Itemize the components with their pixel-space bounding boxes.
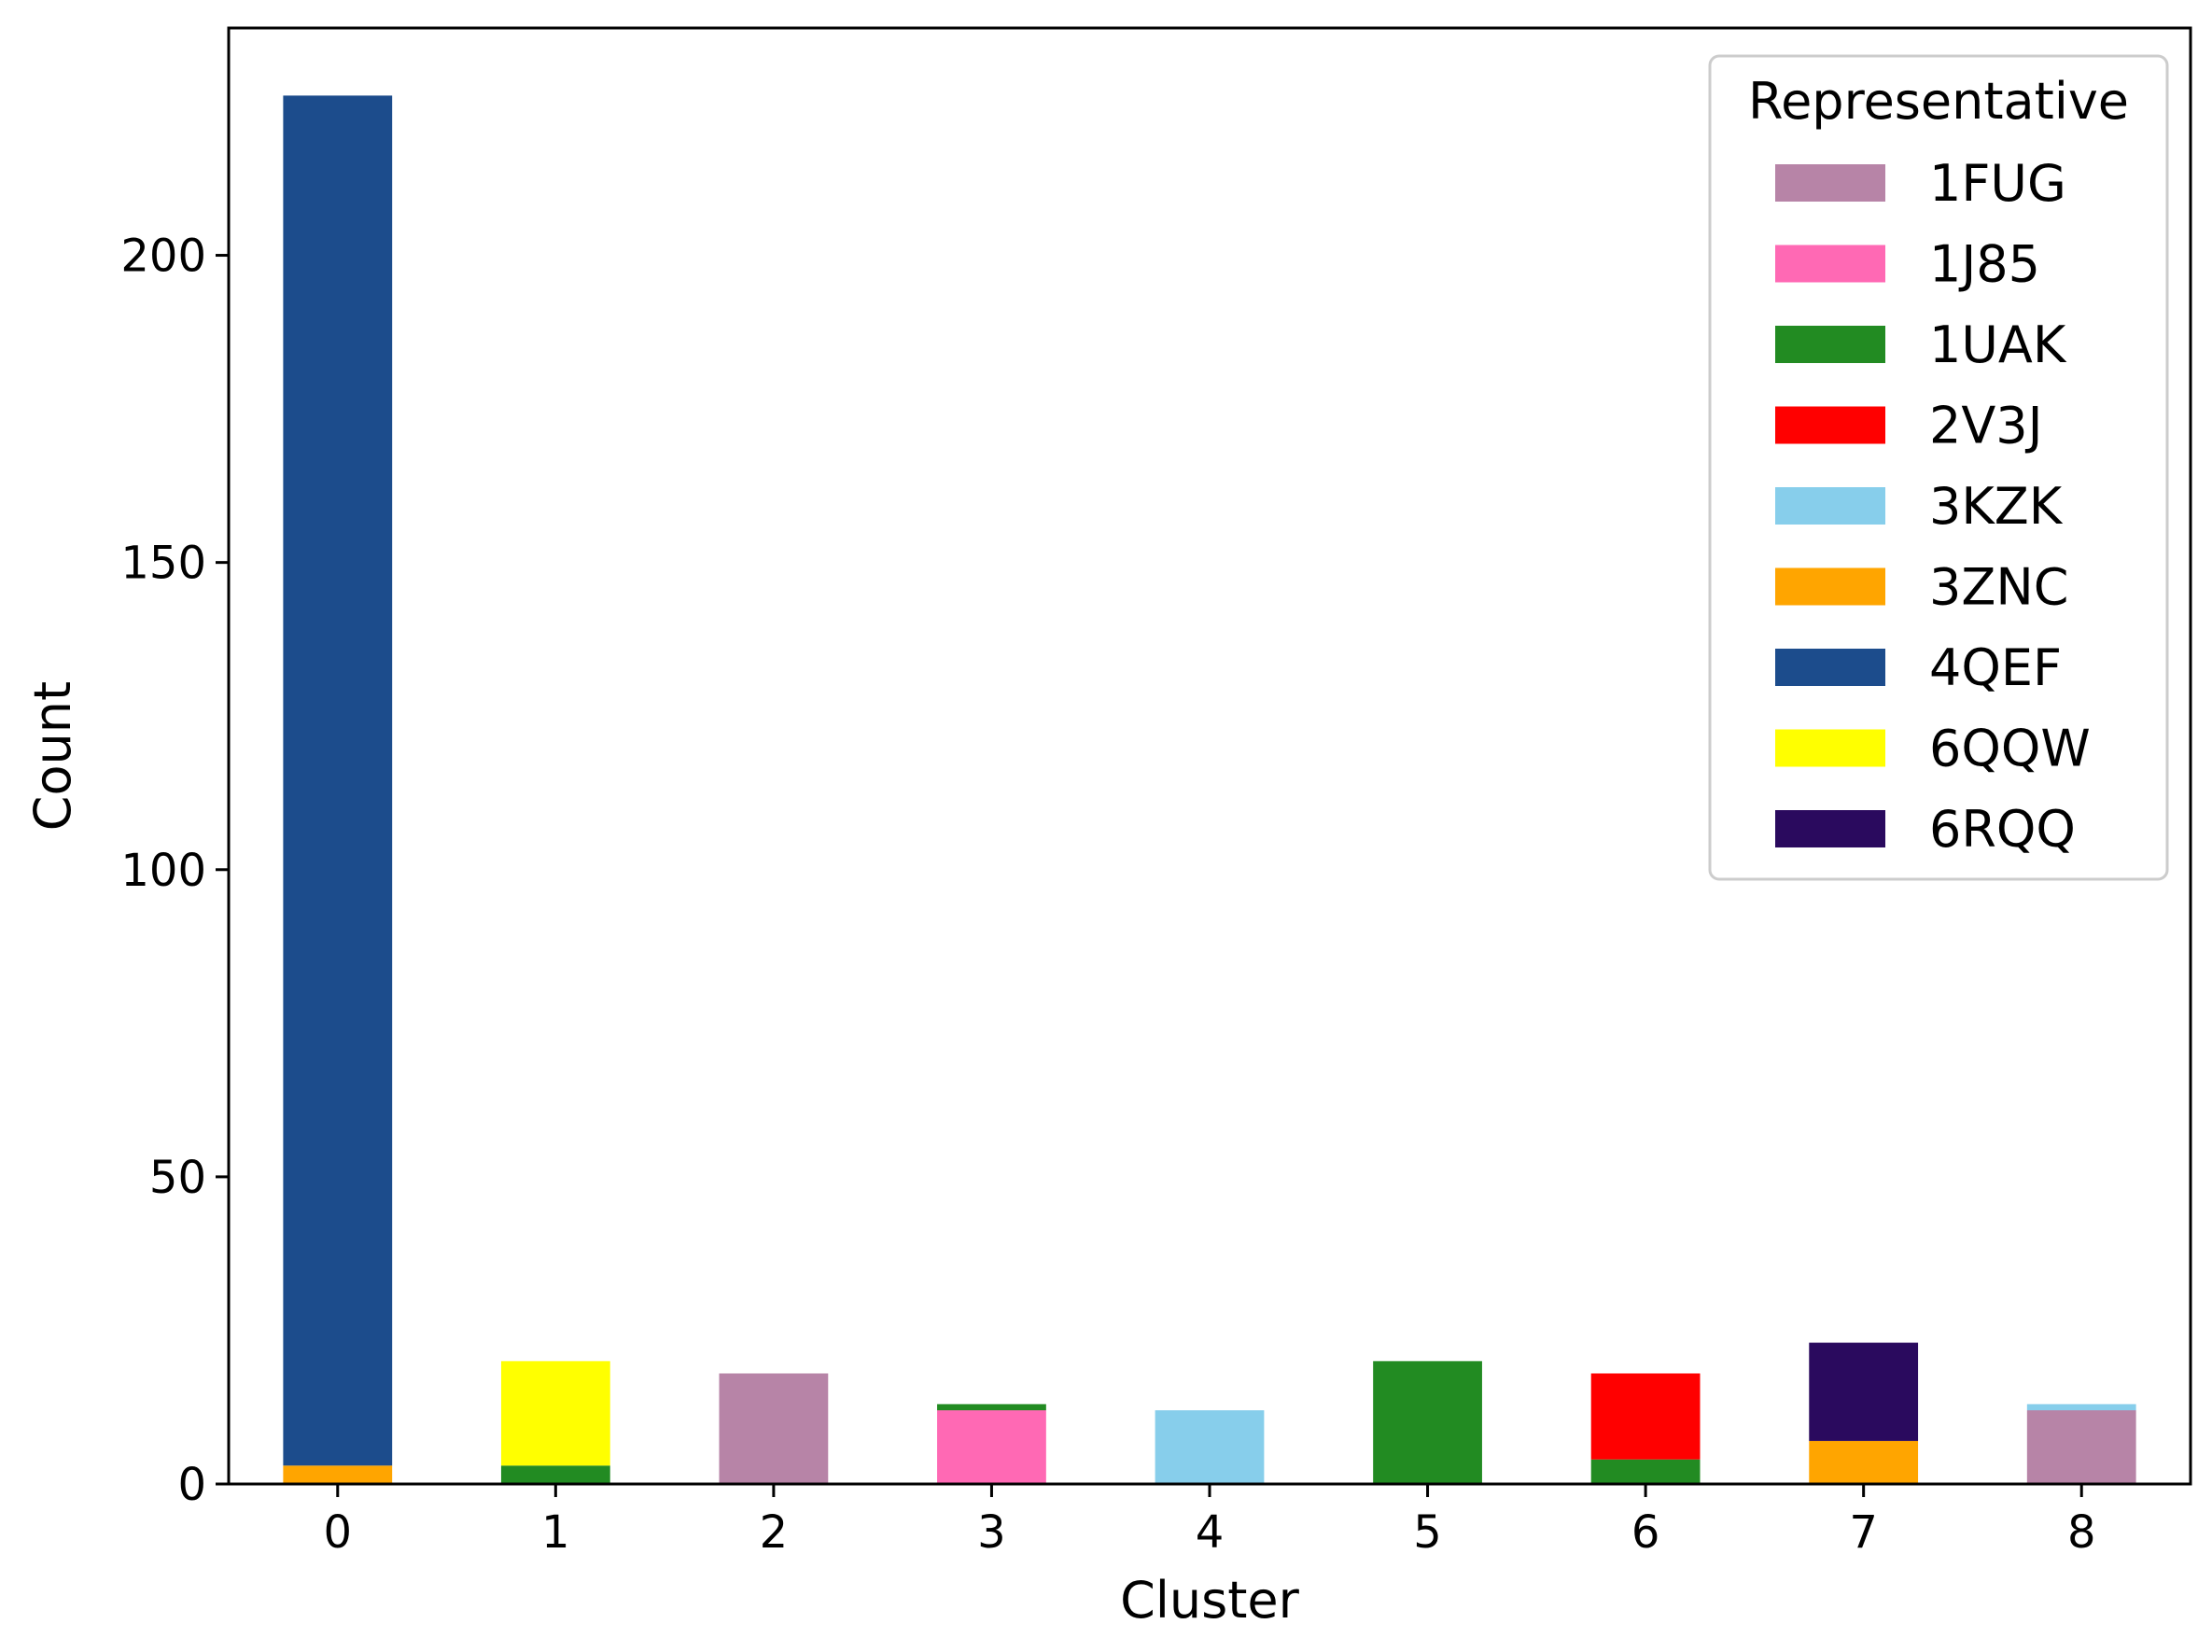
- legend-title: Representative: [1748, 72, 2129, 131]
- y-tick-label: 0: [177, 1459, 206, 1511]
- x-axis: 0 1 2 3 4 5 6 7 8: [324, 1484, 2096, 1559]
- x-tick-label: 6: [1631, 1506, 1660, 1559]
- legend-label-1uak: 1UAK: [1929, 315, 2067, 374]
- y-axis-label: Count: [23, 681, 82, 831]
- x-tick-label: 5: [1413, 1506, 1442, 1559]
- legend: Representative 1FUG 1J85 1UAK 2V3J 3KZK 3ZNC 4…: [1708, 54, 2169, 881]
- legend-swatch-1uak: [1775, 326, 1885, 363]
- x-tick-label: 1: [541, 1506, 570, 1559]
- legend-label-6rqq: 6RQQ: [1929, 800, 2076, 859]
- legend-swatch-1j85: [1775, 245, 1885, 283]
- bar-cluster-6-1uak: [1590, 1459, 1701, 1484]
- bar-cluster-4-3kzk: [1155, 1410, 1265, 1484]
- bar-cluster-8-3kzk: [2026, 1404, 2136, 1411]
- y-tick-label: 50: [149, 1152, 206, 1204]
- legend-label-4qef: 4QEF: [1929, 638, 2062, 697]
- bar-cluster-1-6qqw: [500, 1361, 610, 1466]
- x-tick-label: 7: [1849, 1506, 1878, 1559]
- legend-label-2v3j: 2V3J: [1929, 397, 2043, 455]
- bar-cluster-7-3znc: [1809, 1440, 1919, 1484]
- legend-label-3znc: 3ZNC: [1929, 558, 2068, 617]
- legend-swatch-1fug: [1775, 164, 1885, 202]
- y-tick-label: 200: [120, 231, 206, 283]
- legend-swatch-3znc: [1775, 567, 1885, 606]
- bar-cluster-3-1uak: [937, 1404, 1046, 1411]
- x-tick-label: 8: [2067, 1506, 2096, 1559]
- x-tick-label: 0: [324, 1506, 353, 1559]
- legend-label-6qqw: 6QQW: [1929, 720, 2091, 778]
- bars-layer: [283, 95, 2136, 1484]
- y-tick-label: 150: [120, 538, 206, 590]
- legend-label-3kzk: 3KZK: [1929, 477, 2064, 536]
- legend-swatch-3kzk: [1775, 487, 1885, 525]
- legend-swatch-2v3j: [1775, 406, 1885, 444]
- legend-label-1fug: 1FUG: [1929, 154, 2066, 213]
- bar-cluster-1-1uak: [500, 1465, 610, 1484]
- bar-cluster-7-6rqq: [1809, 1342, 1919, 1441]
- x-axis-label: Cluster: [1120, 1571, 1299, 1630]
- plot-frame: [227, 26, 2192, 1486]
- bar-cluster-5-1uak: [1373, 1361, 1482, 1484]
- bar-cluster-0-3znc: [283, 1465, 393, 1484]
- legend-swatch-4qef: [1775, 649, 1885, 686]
- legend-swatch-6rqq: [1775, 810, 1885, 847]
- legend-label-1j85: 1J85: [1929, 235, 2040, 294]
- bar-cluster-8-1fug: [2026, 1410, 2136, 1484]
- legend-swatch-6qqw: [1775, 729, 1885, 767]
- bar-cluster-6-2v3j: [1590, 1373, 1701, 1460]
- x-tick-label: 4: [1196, 1506, 1225, 1559]
- bar-cluster-3-1j85: [937, 1410, 1046, 1484]
- legend-items: 1FUG 1J85 1UAK 2V3J 3KZK 3ZNC 4QEF 6QQW 6RQQ: [1775, 154, 2091, 859]
- bar-cluster-0-4qef: [283, 95, 393, 1466]
- x-tick-label: 3: [977, 1506, 1006, 1559]
- y-axis: 0 50 100 150 200: [120, 231, 229, 1511]
- bar-cluster-2-1fug: [719, 1373, 829, 1484]
- y-tick-label: 100: [120, 845, 206, 897]
- x-tick-label: 2: [760, 1506, 789, 1559]
